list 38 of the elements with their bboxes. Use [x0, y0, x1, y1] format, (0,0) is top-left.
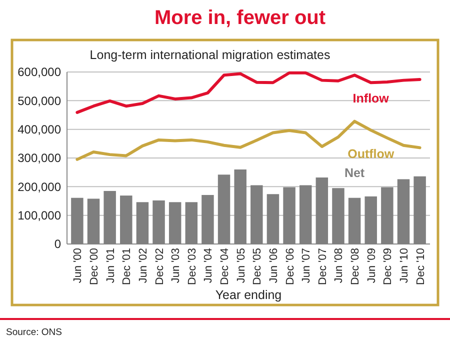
x-tick-label: Jun '02 — [137, 248, 150, 284]
x-tick-label: Dec '04 — [219, 248, 232, 285]
x-tick-label: Jun '07 — [300, 248, 313, 284]
y-tick-label: 500,000 — [18, 94, 62, 108]
x-tick-label: Dec '02 — [154, 248, 166, 285]
x-tick-label: Jun '03 — [170, 248, 182, 284]
x-tick-label: Jun '00 — [72, 248, 84, 284]
series-label: Net — [344, 166, 366, 180]
x-tick-label: Dec '07 — [316, 248, 329, 285]
x-tick-label: Jun '05 — [235, 248, 248, 284]
source-note: Source: ONS — [6, 327, 62, 338]
series-label: Outflow — [348, 146, 394, 161]
x-axis-title: Year ending — [215, 288, 282, 302]
series-label: Inflow — [352, 92, 390, 106]
x-tick-label: Jun '10 — [398, 248, 410, 284]
x-tick-label: Dec '00 — [88, 248, 101, 285]
y-tick-label: 400,000 — [18, 122, 62, 137]
x-tick-label: Dec '10 — [414, 248, 427, 285]
x-tick-label: Jun '09 — [366, 248, 378, 284]
y-tick-label: 100,000 — [18, 208, 62, 223]
x-tick-label: Dec '08 — [350, 248, 362, 285]
x-tick-label: Dec '01 — [121, 248, 134, 285]
line-series — [76, 120, 422, 161]
x-tick-label: Jun '06 — [268, 248, 280, 284]
y-tick-label: 0 — [54, 237, 62, 252]
chart-subtitle: Long-term international migration estimates — [90, 48, 330, 62]
y-tick-label: 600,000 — [18, 65, 62, 80]
x-tick-label: Jun '08 — [333, 248, 346, 284]
chart-title: More in, fewer out — [154, 7, 326, 29]
x-tick-label: Dec '06 — [284, 248, 296, 285]
x-tick-label: Jun '01 — [104, 248, 117, 284]
x-tick-label: Jun '04 — [202, 248, 215, 284]
x-tick-label: Dec '05 — [252, 248, 264, 285]
x-tick-label: Dec '09 — [382, 248, 394, 285]
x-tick-label: Dec '03 — [186, 248, 198, 285]
y-tick-label: 200,000 — [18, 180, 62, 194]
line-series — [76, 71, 422, 114]
y-tick-label: 300,000 — [18, 151, 62, 166]
